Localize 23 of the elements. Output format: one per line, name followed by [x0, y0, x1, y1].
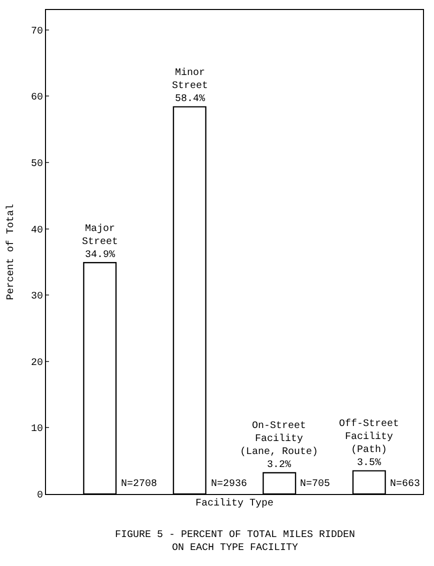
- y-axis-title: Percent of Total: [4, 204, 17, 300]
- data-label: 34.9%: [85, 250, 116, 261]
- y-tick-label: 60: [30, 92, 43, 104]
- x-tick-label: Off-Street Facility (Path): [339, 418, 400, 456]
- x-axis-title: Facility Type: [195, 498, 274, 510]
- y-tick-label: 20: [30, 358, 43, 369]
- data-label: 58.4%: [175, 94, 206, 105]
- x-tick-label: On-Street Facility (Lane, Route): [240, 421, 318, 458]
- x-tick-label: Major Street: [82, 223, 118, 248]
- annotation: N=663: [390, 479, 420, 490]
- x-tick-label: Minor Street: [172, 67, 208, 92]
- y-tick-label: 30: [30, 292, 43, 303]
- y-tick-label: 0: [36, 490, 43, 502]
- y-tick-label: 40: [30, 225, 43, 236]
- y-tick-label: 10: [30, 424, 43, 436]
- y-tick-label: 50: [30, 158, 43, 170]
- annotation: N=2708: [121, 479, 158, 490]
- data-label: 3.5%: [357, 458, 382, 469]
- data-label: 3.2%: [267, 460, 292, 471]
- annotation: N=2936: [211, 479, 248, 490]
- annotation: N=705: [300, 479, 330, 490]
- text: FIGURE 5 - PERCENT OF TOTAL MILES RIDDEN ON EACH TYPE FACILITY: [115, 530, 356, 554]
- y-tick-label: 70: [30, 26, 43, 38]
